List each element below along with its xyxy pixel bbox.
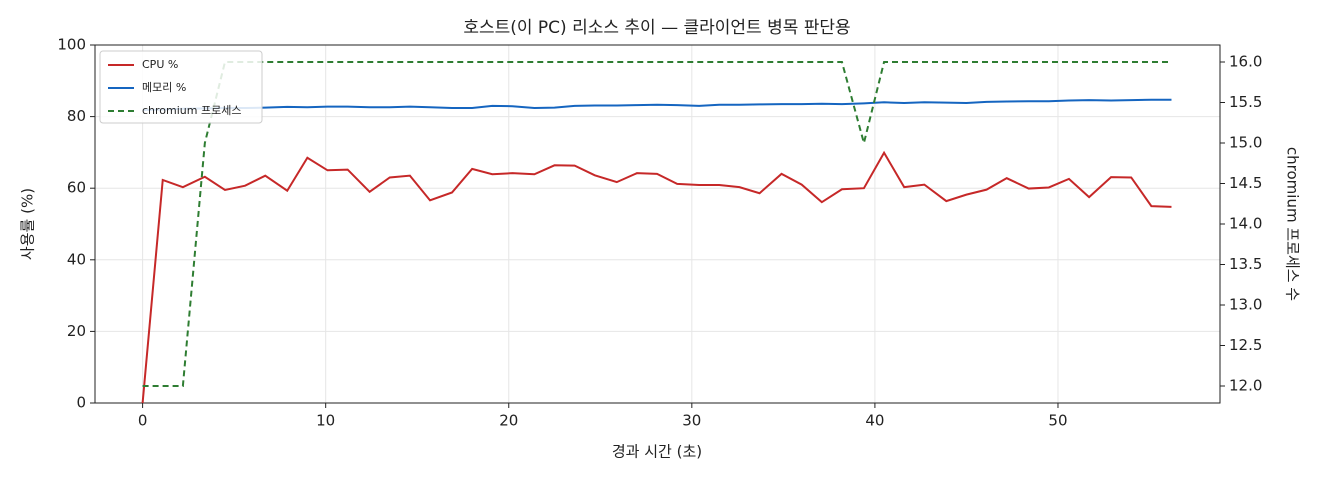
x-tick-label: 50 [1048,412,1067,430]
legend-label: CPU % [142,58,178,71]
y2-tick-label: 14.5 [1229,174,1262,192]
y2-axis-label: chromium 프로세스 수 [1284,147,1302,301]
y-tick-label: 100 [57,36,86,54]
legend-label: 메모리 % [142,81,186,94]
y-tick-label: 80 [67,107,86,125]
plot-frame [94,44,1221,404]
x-tick-label: 20 [499,412,518,430]
x-tick-label: 10 [316,412,335,430]
y2-tick-label: 16.0 [1229,53,1262,71]
legend-box [99,50,263,124]
legend-label: chromium 프로세스 [142,104,241,117]
y-tick-label: 20 [67,322,86,340]
y-tick-label: 40 [67,250,86,268]
x-tick-label: 30 [682,412,701,430]
y2-tick-label: 12.5 [1229,336,1262,354]
chart-title: 호스트(이 PC) 리소스 추이 — 클라이언트 병목 판단용 [463,18,850,38]
y-tick-label: 0 [76,394,86,412]
y2-tick-label: 15.0 [1229,134,1262,152]
data-line [141,150,1172,404]
y2-tick-label: 14.0 [1229,215,1262,233]
y2-tick-label: 13.5 [1229,255,1262,273]
y2-tick-label: 15.5 [1229,93,1262,111]
y2-tick-label: 12.0 [1229,376,1262,394]
legend: CPU % 메모리 % chromium 프로세스 [99,50,263,124]
y-axis-label: 사용률 (%) [19,188,37,260]
y2-tick-label: 13.0 [1229,295,1262,313]
x-tick-label: 40 [865,412,884,430]
data-line [142,61,1172,387]
x-tick-label: 0 [138,412,148,430]
y-tick-label: 60 [67,179,86,197]
data-line [142,98,1172,112]
x-axis-label: 경과 시간 (초) [612,443,702,461]
